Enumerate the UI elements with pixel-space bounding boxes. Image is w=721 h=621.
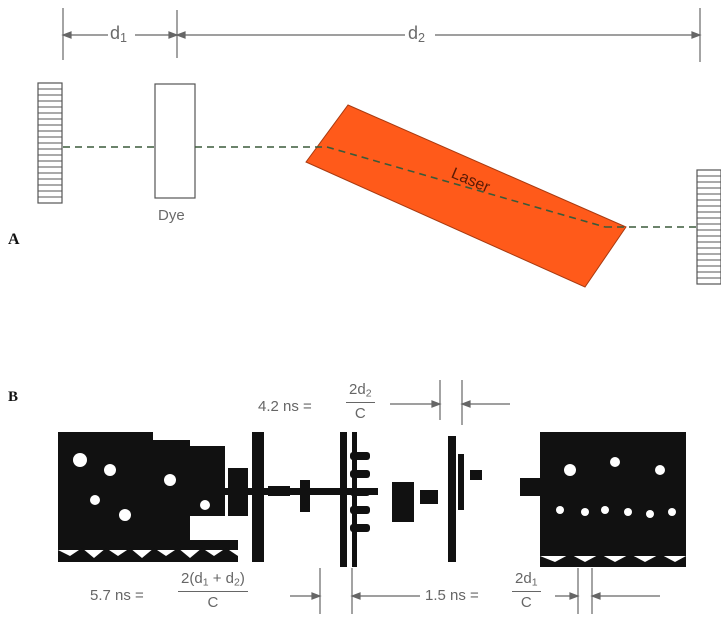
mid-num-text: 2d [515,570,532,587]
d1-label: d1 [110,24,127,45]
panel-a-label: A [8,231,20,248]
top-num-text: 2d [349,381,366,398]
left-fraction-denominator: C [207,594,219,612]
top-time-label: 4.2 ns = [258,398,312,415]
mid-fraction: 2d1 C [512,571,541,610]
top-fraction-denominator: C [354,405,366,423]
d2-letter: d [408,23,419,43]
left-mirror [37,82,63,204]
dye-cell [154,83,196,199]
mid-fraction-numerator: 2d1 [512,570,541,593]
left-fraction-numerator: 2(d1 + d2) [178,570,248,593]
right-mirror [696,169,721,285]
left-num-sub2: 2 [233,576,240,589]
top-num-subscript: 2 [365,387,372,400]
top-fraction: 2d2 C [346,382,375,421]
dye-label: Dye [158,207,185,224]
beam-path [63,146,697,228]
d1-letter: d [110,23,121,43]
mid-time-label: 1.5 ns = [425,587,479,604]
d2-subscript: 2 [418,31,426,46]
left-time-label: 5.7 ns = [90,587,144,604]
laser-block [305,104,627,288]
mid-num-subscript: 1 [531,576,538,589]
left-fraction: 2(d1 + d2) C [178,571,248,610]
d1-subscript: 1 [120,31,128,46]
streak-photograph [58,432,686,567]
dimension-lines [61,8,702,62]
left-num-sub1: 1 [202,576,209,589]
top-fraction-numerator: 2d2 [346,381,375,404]
timing-markers [290,380,660,614]
panel-b-label: B [8,389,19,405]
left-num-b: + d [208,570,234,587]
left-num-a: 2(d [181,570,203,587]
left-num-c: ) [239,570,245,587]
d2-label: d2 [408,24,425,45]
mid-fraction-denominator: C [520,594,532,612]
